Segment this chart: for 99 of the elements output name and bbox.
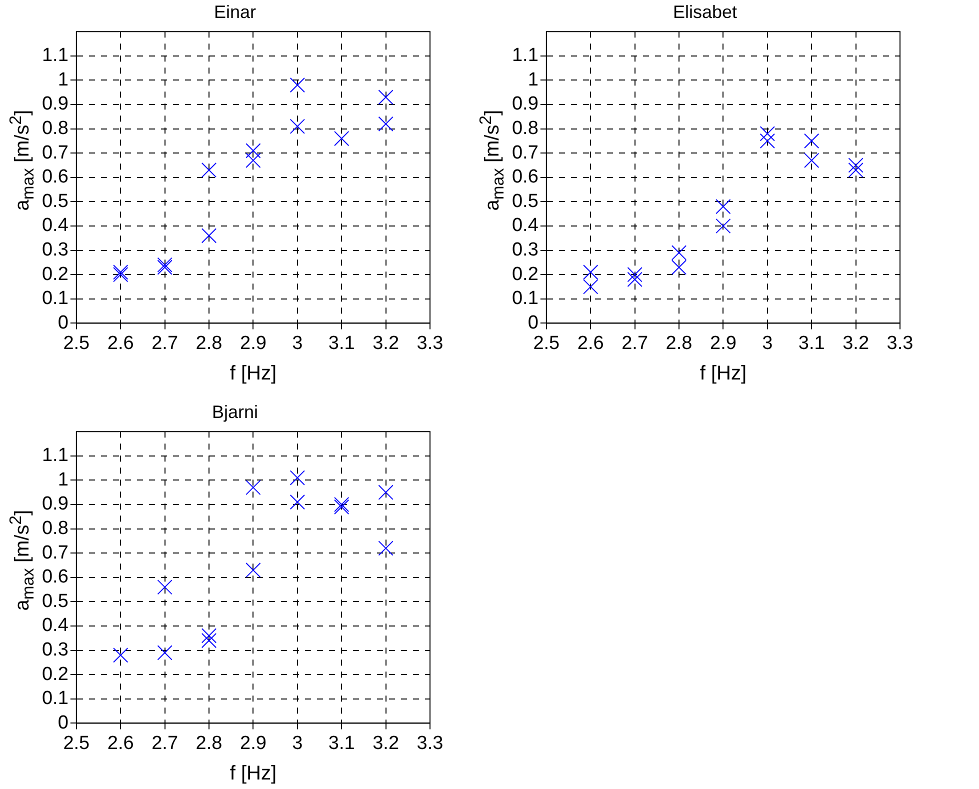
x-tick-label: 3 bbox=[292, 732, 303, 754]
y-tick-label: 0 bbox=[58, 712, 68, 734]
x-axis-title: f [Hz] bbox=[230, 362, 277, 385]
point bbox=[760, 133, 775, 149]
y-tick-label: 0.3 bbox=[512, 240, 538, 261]
y-tick-label: 0.9 bbox=[42, 494, 68, 515]
y-tick-label: 0.5 bbox=[512, 190, 538, 212]
x-tick-label: 2.5 bbox=[533, 332, 560, 354]
x-tick-label: 3.1 bbox=[328, 732, 355, 754]
y-tick-label: 0.6 bbox=[42, 566, 68, 588]
x-tick-label: 3.2 bbox=[842, 332, 870, 354]
x-tick-label: 2.8 bbox=[666, 332, 692, 354]
y-tick-label: 0.4 bbox=[42, 615, 69, 636]
y-tick-label: 0.4 bbox=[42, 215, 69, 236]
point bbox=[290, 118, 305, 134]
x-tick-label: 3.1 bbox=[328, 332, 355, 354]
y-tick-label: 0.6 bbox=[512, 166, 538, 188]
point bbox=[804, 152, 820, 168]
y-tick-label: 0.8 bbox=[42, 518, 68, 540]
point bbox=[246, 143, 261, 158]
point bbox=[804, 133, 820, 149]
y-tick-label: 0.6 bbox=[42, 166, 68, 188]
y-tick-label: 0 bbox=[528, 312, 538, 334]
y-tick-label: 0.8 bbox=[42, 118, 68, 140]
point bbox=[716, 218, 731, 234]
point bbox=[157, 580, 172, 595]
point bbox=[157, 645, 172, 660]
point bbox=[201, 633, 217, 648]
y-tick-label: 0.3 bbox=[42, 240, 68, 261]
y-tick-label: 0.7 bbox=[42, 142, 68, 164]
point bbox=[848, 162, 864, 178]
x-tick-label: 2.7 bbox=[622, 332, 648, 354]
x-tick-label: 2.6 bbox=[107, 732, 134, 754]
point bbox=[246, 152, 261, 168]
y-tick-label: 0 bbox=[58, 312, 68, 334]
x-tick-label: 3 bbox=[292, 332, 303, 354]
y-tick-label: 1 bbox=[58, 69, 68, 90]
point bbox=[246, 562, 261, 578]
point bbox=[716, 198, 731, 214]
x-tick-label: 2.9 bbox=[240, 332, 266, 354]
point bbox=[627, 267, 642, 282]
chart-title: Bjarni bbox=[212, 402, 258, 422]
y-tick-label: 0.5 bbox=[42, 190, 68, 212]
point bbox=[334, 130, 350, 146]
y-tick-label: 0.1 bbox=[512, 288, 538, 310]
y-tick-label: 0.7 bbox=[512, 142, 538, 164]
y-tick-label: 1.1 bbox=[42, 45, 68, 66]
point bbox=[378, 90, 394, 105]
x-tick-label: 2.7 bbox=[152, 732, 178, 754]
y-tick-label: 0.9 bbox=[512, 94, 538, 115]
y-tick-label: 0.1 bbox=[42, 288, 68, 310]
x-tick-label: 2.9 bbox=[240, 732, 266, 754]
y-tick-label: 1.1 bbox=[42, 445, 68, 466]
y-tick-label: 0.8 bbox=[512, 118, 538, 140]
point bbox=[113, 648, 128, 663]
chart-title: Einar bbox=[214, 2, 256, 22]
y-tick-label: 0.2 bbox=[42, 264, 68, 285]
point bbox=[290, 77, 305, 93]
point bbox=[760, 126, 775, 142]
y-tick-label: 0.4 bbox=[512, 215, 539, 236]
y-tick-label: 0.1 bbox=[42, 688, 68, 710]
point bbox=[290, 494, 305, 510]
x-axis-title: f [Hz] bbox=[700, 362, 747, 385]
point bbox=[378, 540, 394, 556]
point bbox=[627, 272, 642, 288]
y-tick-label: 0.3 bbox=[42, 640, 68, 661]
x-tick-label: 2.8 bbox=[196, 732, 222, 754]
point bbox=[848, 158, 864, 173]
point bbox=[201, 162, 217, 178]
y-tick-label: 1.1 bbox=[512, 45, 538, 66]
x-tick-label: 3.3 bbox=[416, 332, 444, 354]
y-tick-label: 1 bbox=[528, 69, 538, 90]
y-tick-label: 0.2 bbox=[512, 264, 538, 285]
x-tick-label: 3.2 bbox=[372, 332, 400, 354]
y-tick-label: 0.2 bbox=[42, 664, 68, 685]
x-tick-label: 3.1 bbox=[798, 332, 825, 354]
x-tick-label: 2.8 bbox=[196, 332, 222, 354]
x-tick-label: 3.3 bbox=[416, 732, 444, 754]
x-tick-label: 3 bbox=[762, 332, 773, 354]
y-tick-label: 0.5 bbox=[42, 590, 68, 612]
x-tick-label: 3.3 bbox=[886, 332, 914, 354]
x-tick-label: 2.7 bbox=[152, 332, 178, 354]
y-tick-label: 1 bbox=[58, 469, 68, 490]
x-tick-label: 2.9 bbox=[710, 332, 736, 354]
x-tick-label: 2.5 bbox=[63, 732, 90, 754]
x-tick-label: 3.2 bbox=[372, 732, 400, 754]
point bbox=[378, 116, 394, 132]
x-tick-label: 2.6 bbox=[107, 332, 134, 354]
y-tick-label: 0.7 bbox=[42, 542, 68, 564]
point bbox=[201, 628, 217, 644]
point bbox=[378, 484, 394, 500]
point bbox=[290, 470, 305, 486]
point bbox=[201, 228, 217, 244]
x-tick-label: 2.6 bbox=[577, 332, 604, 354]
chart-title: Elisabet bbox=[672, 2, 738, 22]
point bbox=[246, 480, 261, 496]
y-tick-label: 0.9 bbox=[42, 94, 68, 115]
x-tick-label: 2.5 bbox=[63, 332, 90, 354]
x-axis-title: f [Hz] bbox=[230, 762, 277, 785]
